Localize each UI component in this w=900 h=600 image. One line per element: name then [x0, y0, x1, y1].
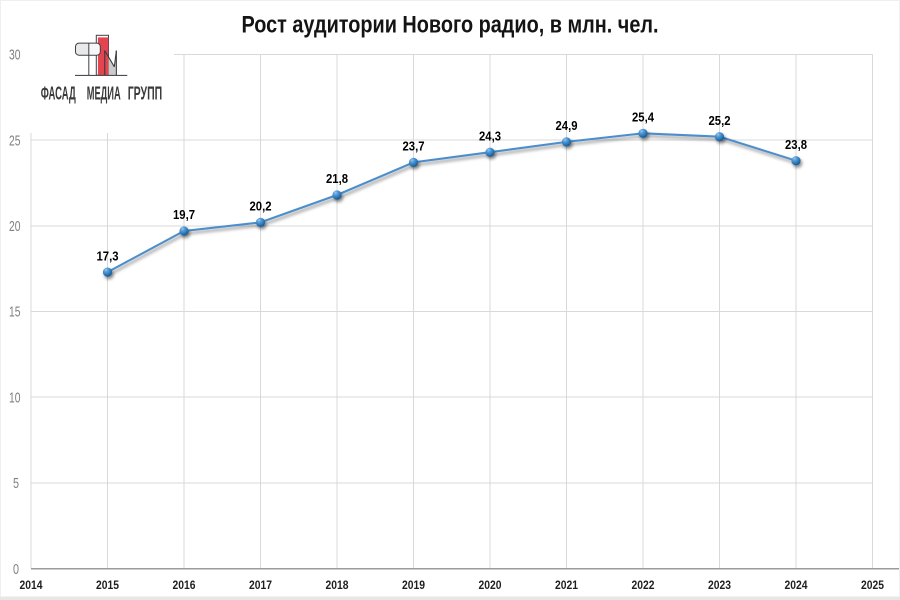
svg-text:24,3: 24,3	[479, 128, 501, 143]
svg-text:2022: 2022	[632, 580, 655, 592]
svg-text:5: 5	[13, 475, 19, 492]
svg-text:23,7: 23,7	[403, 139, 425, 154]
svg-text:21,8: 21,8	[326, 171, 348, 186]
svg-text:2024: 2024	[785, 580, 809, 592]
svg-text:15: 15	[9, 304, 21, 321]
svg-text:2014: 2014	[20, 580, 44, 592]
svg-text:25: 25	[9, 132, 21, 149]
svg-text:23,8: 23,8	[785, 137, 807, 152]
svg-text:Рост аудитории Нового радио, в: Рост аудитории Нового радио, в млн. чел.	[242, 11, 659, 38]
svg-text:20,2: 20,2	[250, 199, 272, 214]
svg-text:2019: 2019	[402, 580, 425, 592]
svg-text:2016: 2016	[173, 580, 196, 592]
svg-text:2025: 2025	[861, 580, 885, 592]
svg-text:25,4: 25,4	[632, 110, 655, 125]
svg-text:10: 10	[9, 389, 21, 406]
svg-text:ГРУПП: ГРУПП	[128, 82, 163, 103]
svg-text:0: 0	[13, 561, 19, 578]
svg-text:2017: 2017	[249, 580, 272, 592]
svg-text:МЕДИА: МЕДИА	[87, 82, 121, 103]
svg-text:2015: 2015	[96, 580, 120, 592]
svg-text:24,9: 24,9	[556, 118, 578, 133]
svg-text:2018: 2018	[326, 580, 350, 592]
svg-text:2021: 2021	[555, 580, 579, 592]
svg-text:20: 20	[9, 218, 21, 235]
svg-text:30: 30	[9, 47, 21, 64]
svg-text:ФАСАД: ФАСАД	[41, 82, 76, 103]
svg-text:17,3: 17,3	[97, 248, 119, 263]
svg-text:2023: 2023	[708, 580, 731, 592]
svg-text:19,7: 19,7	[173, 207, 195, 222]
svg-text:2020: 2020	[479, 580, 502, 592]
svg-text:25,2: 25,2	[709, 113, 731, 128]
